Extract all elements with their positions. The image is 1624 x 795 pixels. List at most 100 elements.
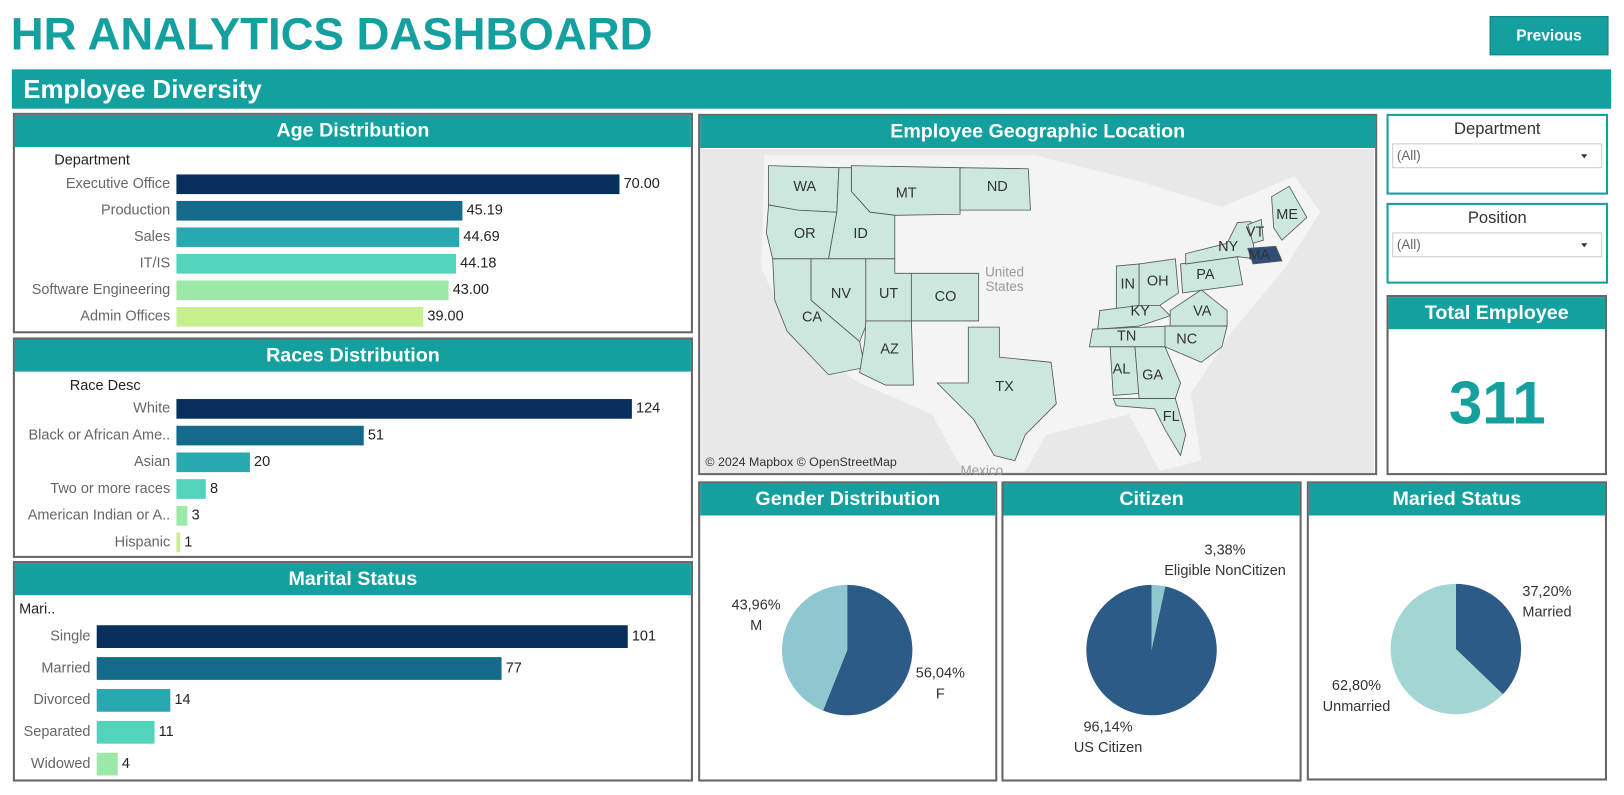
- state[interactable]: [1164, 325, 1228, 363]
- bar[interactable]: [176, 399, 632, 419]
- state-label: VA: [1193, 303, 1212, 319]
- state[interactable]: [1112, 398, 1187, 457]
- slice-value-label: 62,80%: [1332, 678, 1381, 694]
- bar[interactable]: [176, 532, 181, 553]
- pie-slice[interactable]: [823, 584, 913, 716]
- pie-slice[interactable]: [781, 584, 848, 711]
- state[interactable]: [936, 326, 1057, 462]
- bar[interactable]: [176, 479, 206, 499]
- value-label: 11: [159, 724, 174, 740]
- map-land: [761, 155, 1321, 473]
- pie-slice[interactable]: [1151, 584, 1166, 651]
- axis-label: Race Desc: [70, 378, 141, 394]
- bar[interactable]: [176, 227, 460, 248]
- slice-value-label: 43,96%: [732, 597, 781, 613]
- filter-value[interactable]: (All): [1397, 148, 1421, 163]
- state-label: VT: [1246, 225, 1265, 241]
- state-label: MA: [1248, 248, 1270, 264]
- bar[interactable]: [176, 253, 457, 274]
- state[interactable]: [828, 167, 896, 260]
- panel-header: [700, 115, 1376, 149]
- filter-dropdown[interactable]: [1392, 232, 1603, 258]
- axis-label: Department: [54, 152, 130, 168]
- previous-button[interactable]: [1489, 16, 1609, 56]
- pie-slice[interactable]: [1086, 584, 1217, 716]
- bar[interactable]: [176, 425, 364, 446]
- state-label: KY: [1130, 303, 1150, 319]
- value-label: 51: [368, 427, 384, 443]
- panel-header: [14, 114, 691, 147]
- bar[interactable]: [176, 505, 188, 526]
- bar[interactable]: [176, 200, 463, 221]
- state[interactable]: [1134, 346, 1181, 399]
- category-label: Sales: [134, 229, 170, 245]
- panel-header: [1308, 483, 1605, 516]
- filter-value[interactable]: (All): [1397, 237, 1421, 252]
- value-label: 77: [506, 660, 522, 676]
- category-label: Executive Office: [66, 176, 170, 192]
- bar[interactable]: [96, 689, 171, 712]
- state[interactable]: [859, 320, 914, 386]
- slice-category-label: US Citizen: [1074, 740, 1142, 756]
- slice-category-label: F: [936, 686, 945, 702]
- state[interactable]: [1138, 258, 1179, 306]
- state[interactable]: [910, 272, 980, 322]
- pie-slice[interactable]: [1390, 583, 1503, 715]
- category-label: Software Engineering: [32, 282, 171, 298]
- state[interactable]: [1247, 218, 1264, 244]
- category-label: Two or more races: [50, 481, 170, 497]
- map-credit: © 2024 Mapbox © OpenStreetMap: [705, 455, 896, 469]
- value-label: 45.19: [467, 203, 503, 219]
- state-label: IN: [1120, 276, 1135, 292]
- bar[interactable]: [96, 752, 118, 776]
- axis-label: Mari..: [19, 602, 55, 618]
- panel-title: Marital Status: [288, 568, 417, 590]
- bar[interactable]: [96, 657, 502, 680]
- panel-title: Age Distribution: [276, 120, 429, 142]
- slice-value-label: 37,20%: [1522, 584, 1571, 600]
- panel-header: [14, 563, 691, 596]
- bar[interactable]: [176, 280, 449, 301]
- state[interactable]: [1271, 185, 1308, 241]
- slice-category-label: M: [750, 618, 762, 634]
- state-label: NV: [831, 286, 851, 302]
- category-label: Separated: [24, 724, 91, 740]
- category-label: Single: [50, 628, 90, 644]
- value-label: 44.69: [463, 229, 499, 245]
- panel-header: [1003, 483, 1300, 516]
- slice-value-label: 96,14%: [1083, 720, 1132, 736]
- previous-label[interactable]: Previous: [1516, 27, 1582, 44]
- dropdown-arrow[interactable]: [1581, 154, 1588, 159]
- state-label: PA: [1196, 267, 1215, 283]
- category-label: Production: [101, 203, 170, 219]
- panel-title: Employee Geographic Location: [890, 121, 1185, 143]
- panel-header: [1388, 297, 1605, 330]
- value-label: 8: [210, 481, 218, 497]
- bar[interactable]: [176, 174, 620, 195]
- state-label: CA: [802, 310, 822, 326]
- slice-value-label: 3,38%: [1204, 543, 1245, 559]
- state-label: ND: [987, 179, 1008, 195]
- category-label: IT/IS: [140, 256, 171, 272]
- filter-label: Position: [1468, 208, 1527, 227]
- panel: [12, 337, 693, 558]
- value-label: 20: [254, 454, 270, 470]
- state-label: WA: [793, 179, 816, 195]
- state[interactable]: [959, 167, 1031, 211]
- value-label: 43.00: [453, 282, 489, 298]
- bar[interactable]: [176, 306, 424, 327]
- state-label: ME: [1276, 207, 1298, 223]
- state-label: UT: [879, 286, 898, 302]
- state[interactable]: [1169, 289, 1228, 327]
- dropdown-arrow[interactable]: [1581, 243, 1588, 248]
- pie-slice[interactable]: [1455, 583, 1522, 695]
- bar[interactable]: [176, 452, 250, 473]
- filter-dropdown[interactable]: [1392, 143, 1603, 169]
- state[interactable]: [1247, 245, 1283, 265]
- bar[interactable]: [96, 720, 155, 744]
- state-label: TX: [995, 379, 1014, 395]
- bar[interactable]: [96, 625, 628, 649]
- state-label: NC: [1176, 331, 1197, 347]
- category-label: White: [133, 401, 170, 417]
- section-title: Employee Diversity: [23, 76, 262, 104]
